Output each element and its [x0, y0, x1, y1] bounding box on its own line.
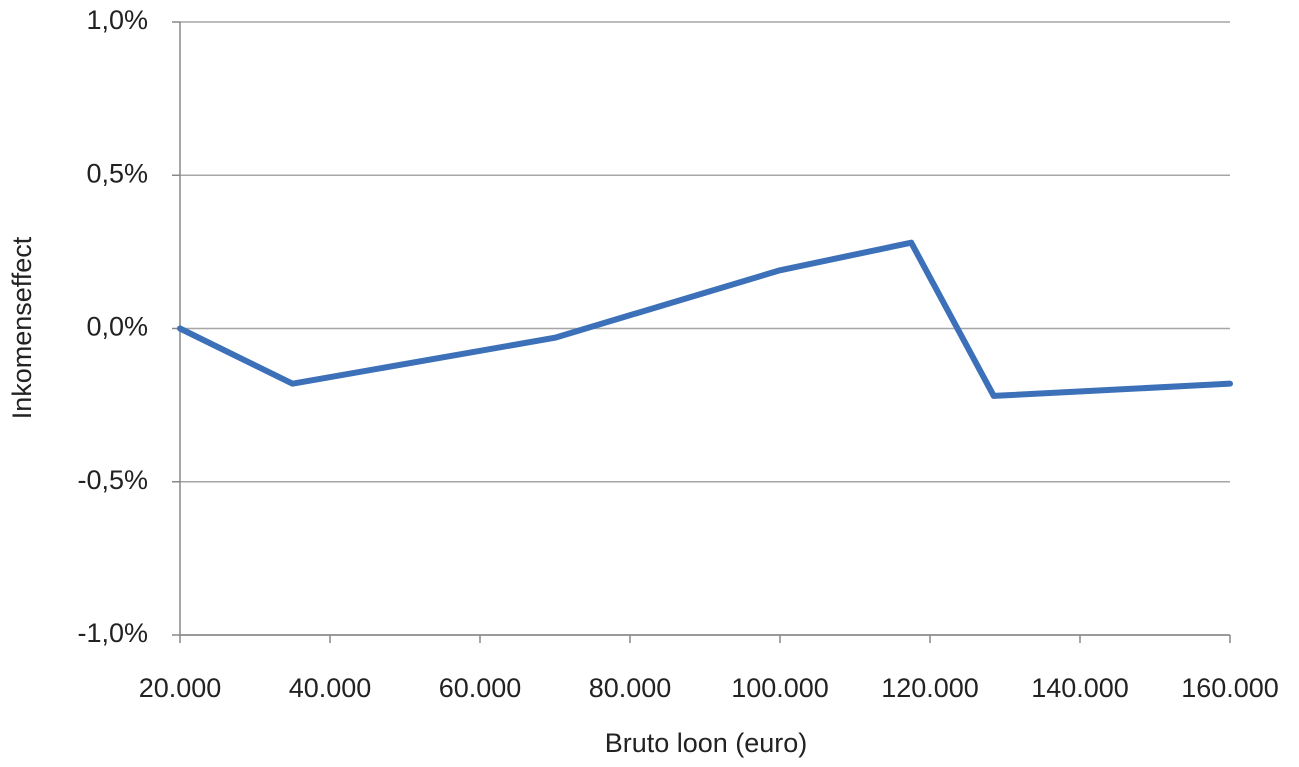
- x-tick-label: 100.000: [731, 673, 829, 703]
- y-tick-label: -0,5%: [77, 465, 148, 495]
- y-tick-label: 1,0%: [86, 5, 148, 35]
- y-tick-label: -1,0%: [77, 618, 148, 648]
- x-tick-label: 80.000: [589, 673, 672, 703]
- x-tick-label: 60.000: [439, 673, 522, 703]
- y-tick-label: 0,0%: [86, 312, 148, 342]
- x-tick-label: 120.000: [881, 673, 979, 703]
- y-axis-title: Inkomenseffect: [7, 236, 37, 419]
- x-tick-label: 40.000: [289, 673, 372, 703]
- x-tick-label: 20.000: [139, 673, 222, 703]
- x-axis-title: Bruto loon (euro): [605, 728, 808, 758]
- x-tick-label: 160.000: [1181, 673, 1279, 703]
- y-tick-label: 0,5%: [86, 158, 148, 188]
- data-line: [177, 239, 1233, 399]
- x-tick-label: 140.000: [1031, 673, 1129, 703]
